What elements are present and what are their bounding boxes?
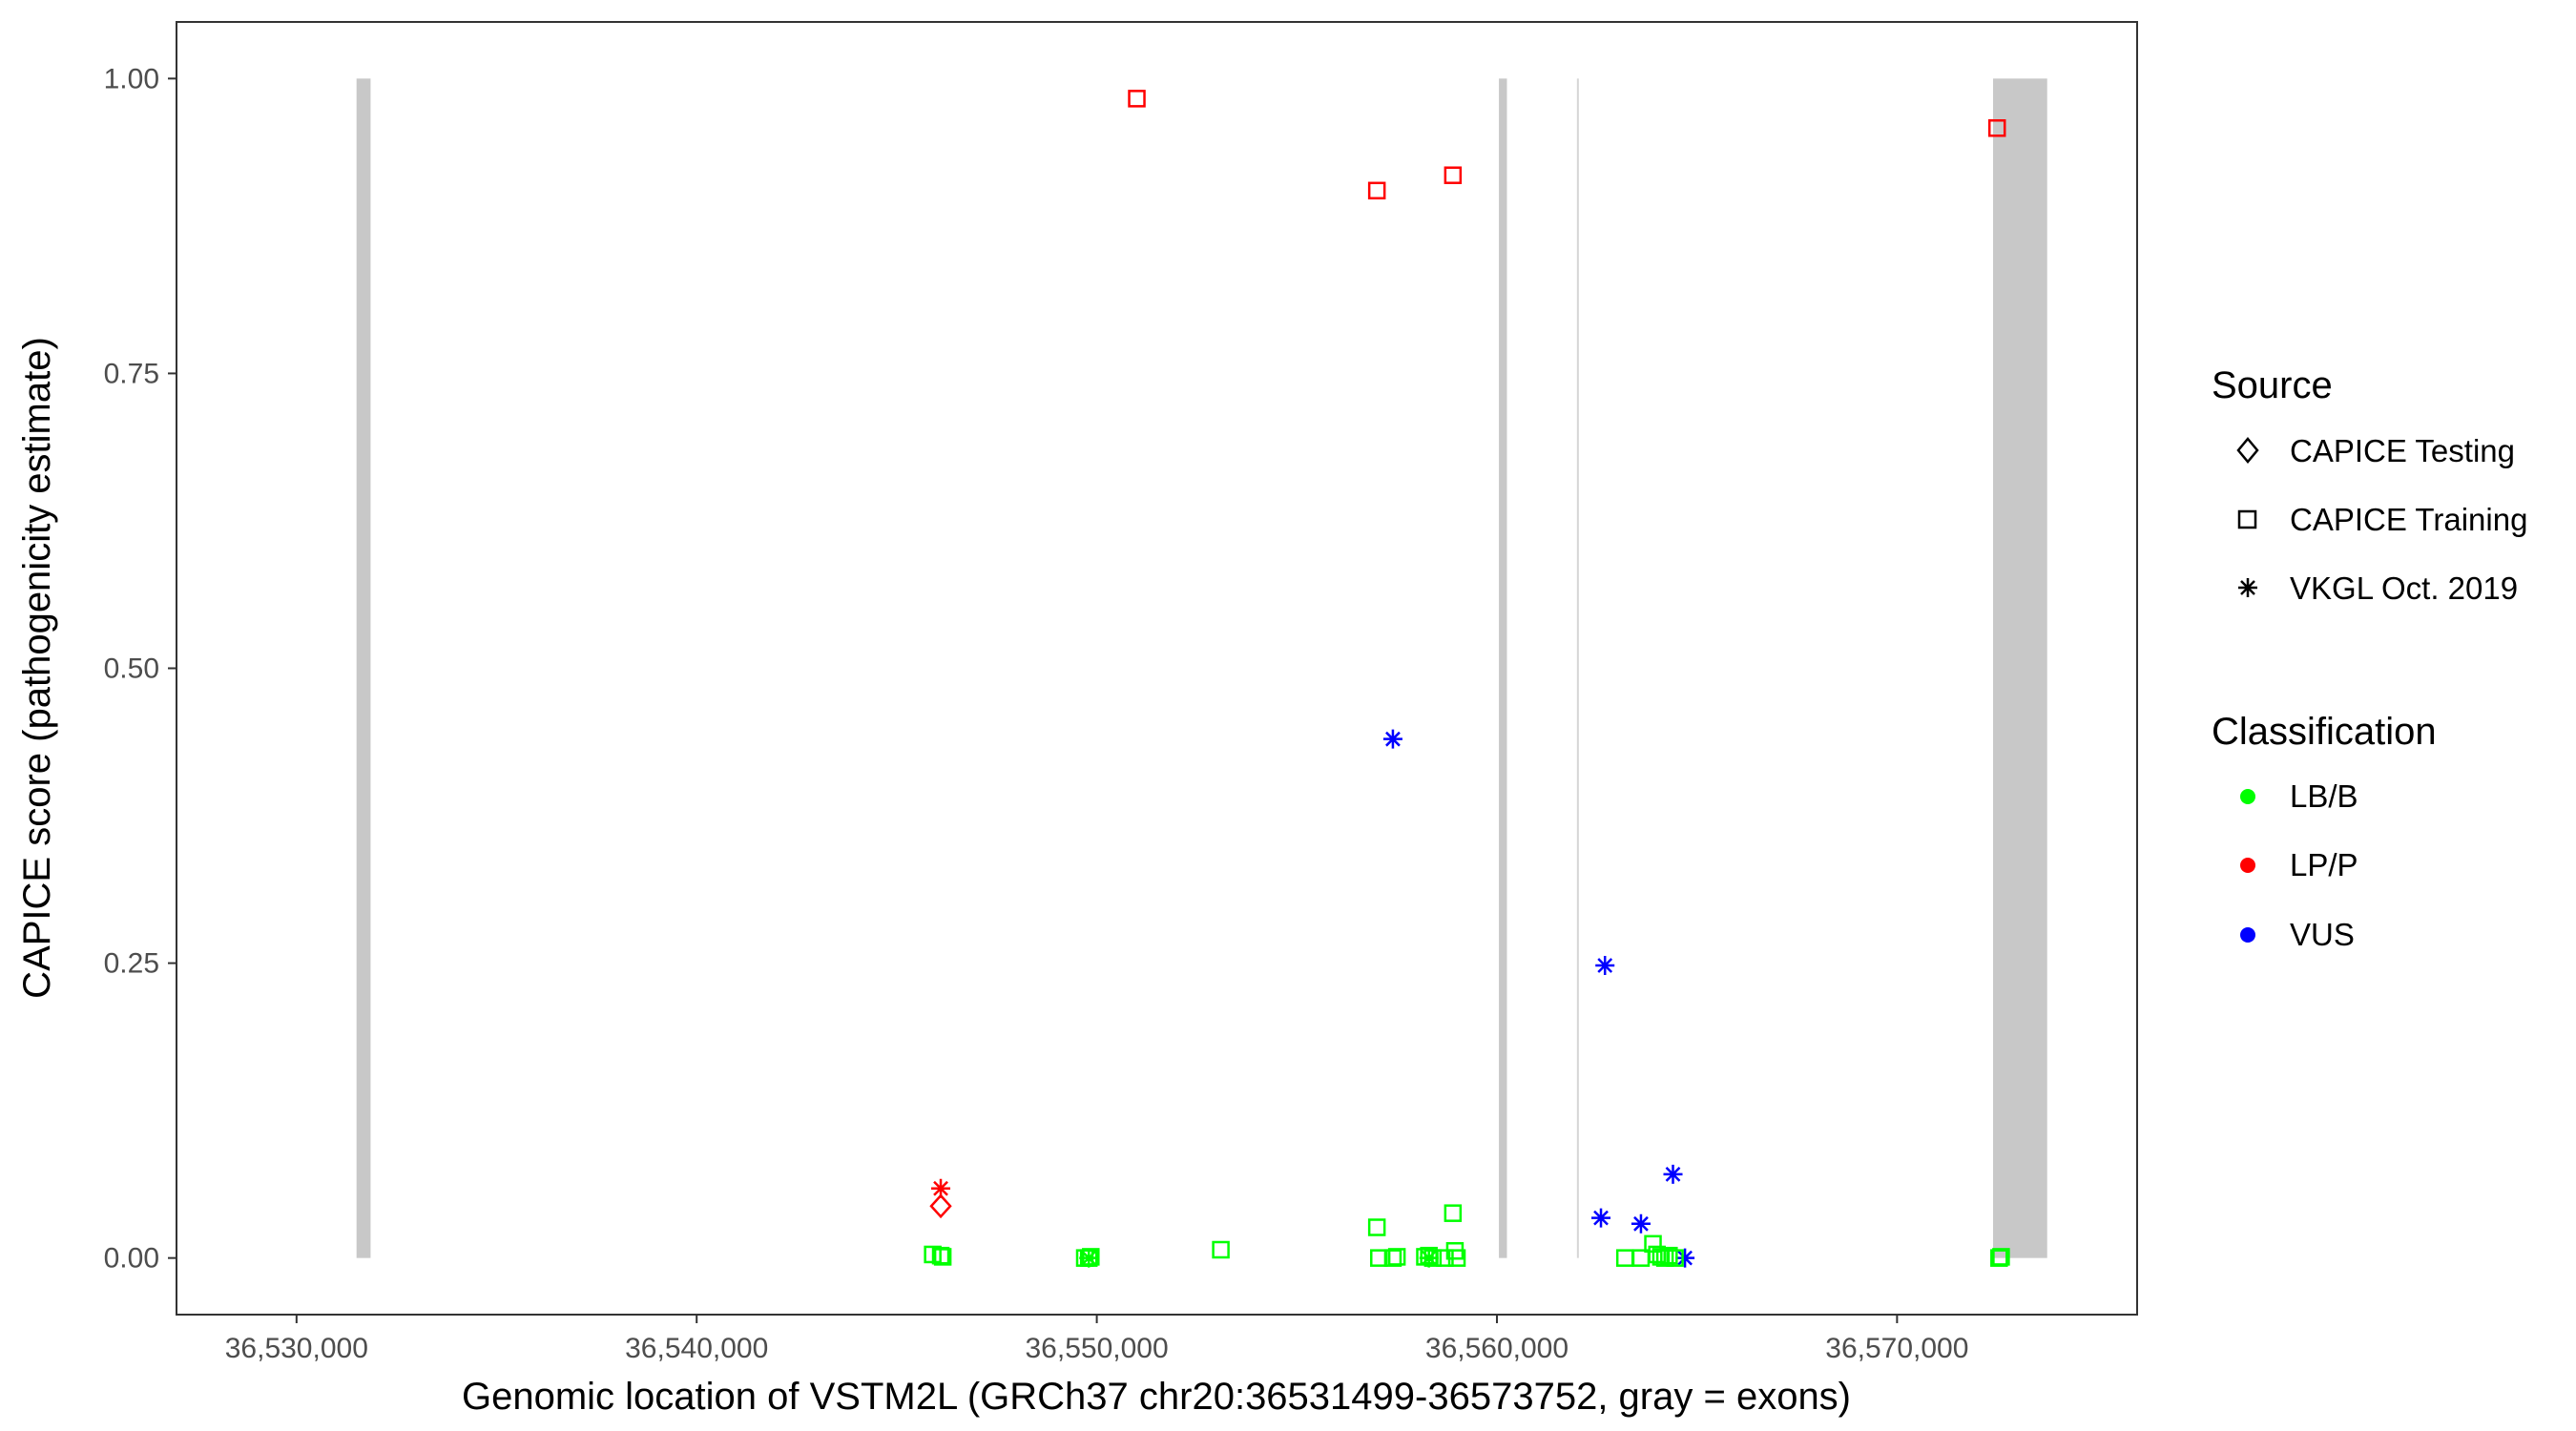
x-axis-title: Genomic location of VSTM2L (GRCh37 chr20… (462, 1376, 1851, 1418)
legend-label: CAPICE Training (2290, 502, 2527, 537)
point-asterisk (1595, 956, 1614, 975)
legend-item-lpp: LP/P (2240, 847, 2358, 882)
legend-item-lbb: LB/B (2240, 778, 2358, 814)
x-tick-label: 36,530,000 (225, 1333, 368, 1364)
dot-icon (2240, 789, 2255, 804)
y-tick-label: 0.75 (104, 358, 159, 389)
point-asterisk (1631, 1214, 1651, 1234)
exon-bands (357, 78, 2047, 1257)
point-asterisk (1079, 1249, 1098, 1268)
legend-label: LB/B (2290, 778, 2358, 814)
point-asterisk (1664, 1165, 1683, 1184)
legend-label: VKGL Oct. 2019 (2290, 570, 2518, 606)
x-tick-label: 36,570,000 (1825, 1333, 1968, 1364)
square-icon (2239, 511, 2255, 528)
plot-panel-border (177, 22, 2137, 1315)
point-asterisk (931, 1179, 950, 1198)
y-axis: 0.00 0.25 0.50 0.75 1.00 (104, 63, 177, 1274)
legend-label: VUS (2290, 917, 2355, 952)
y-tick-label: 0.25 (104, 948, 159, 980)
x-tick-label: 36,560,000 (1425, 1333, 1568, 1364)
y-tick-label: 0.50 (104, 653, 159, 685)
legend-item-capice-training: CAPICE Training (2239, 502, 2527, 537)
point-asterisk (1591, 1209, 1610, 1228)
exon-band (357, 78, 371, 1257)
dot-icon (2240, 858, 2255, 873)
y-tick-label: 1.00 (104, 63, 159, 94)
x-tick-label: 36,550,000 (1026, 1333, 1169, 1364)
point-square (1369, 1220, 1384, 1235)
point-square (1214, 1242, 1229, 1257)
legend-item-vkgl: VKGL Oct. 2019 (2238, 570, 2518, 606)
dot-icon (2240, 927, 2255, 943)
point-square (1369, 183, 1384, 198)
legend-label: LP/P (2290, 847, 2358, 882)
point-asterisk (1420, 1249, 1439, 1268)
legend-label: CAPICE Testing (2290, 433, 2515, 468)
y-tick-label: 0.00 (104, 1243, 159, 1275)
diamond-icon (2238, 439, 2257, 462)
data-points (925, 91, 2009, 1267)
exon-band (1577, 78, 1579, 1257)
legend-item-vus: VUS (2240, 917, 2355, 952)
exon-band (1993, 78, 2047, 1257)
point-square (1617, 1251, 1632, 1266)
point-square (1445, 168, 1461, 183)
x-tick-label: 36,540,000 (625, 1333, 768, 1364)
legend-classification: Classification LB/B LP/P VUS (2212, 711, 2437, 952)
legend-source: Source CAPICE Testing CAPICE Training VK… (2212, 364, 2527, 606)
x-axis: 36,530,000 36,540,000 36,550,000 36,560,000… (225, 1315, 1969, 1364)
exon-band (1499, 78, 1506, 1257)
legend-item-capice-testing: CAPICE Testing (2238, 433, 2515, 468)
asterisk-icon (2238, 578, 2257, 597)
legend-classification-title: Classification (2212, 711, 2437, 753)
legend-source-title: Source (2212, 364, 2333, 406)
y-axis-title: CAPICE score (pathogenicity estimate) (16, 337, 58, 999)
point-asterisk (1383, 730, 1402, 749)
point-square (1445, 1206, 1461, 1221)
point-diamond (931, 1195, 950, 1216)
point-square (1130, 91, 1145, 106)
